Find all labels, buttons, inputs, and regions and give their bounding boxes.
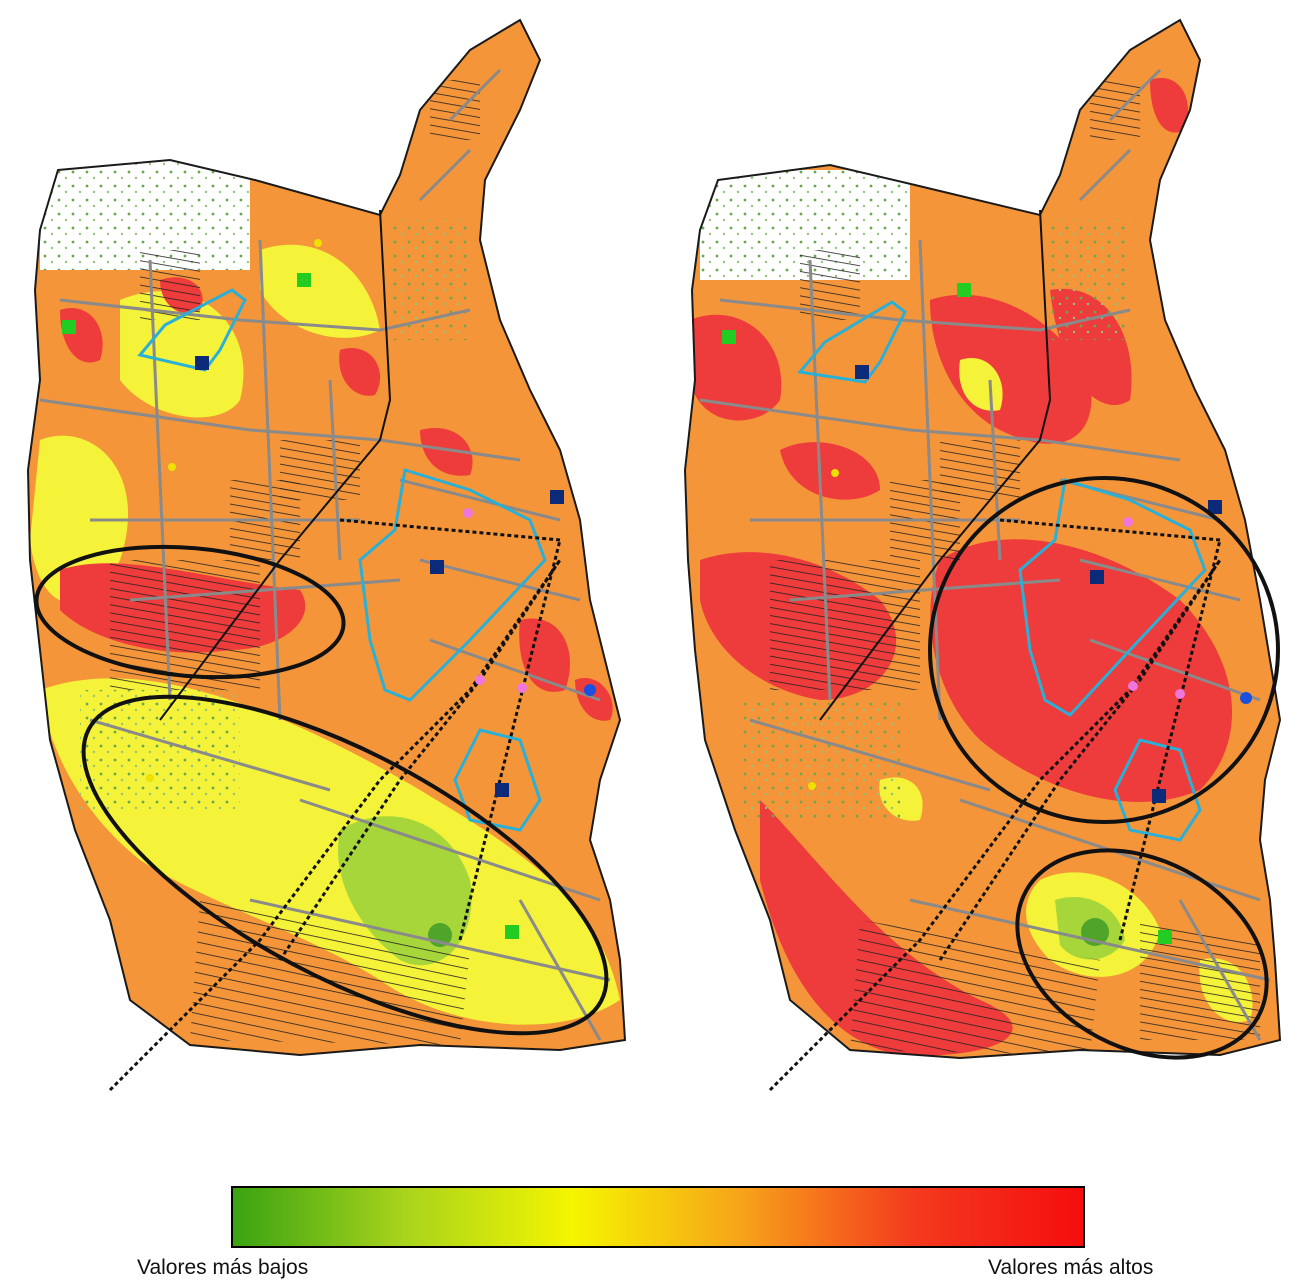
right-map-markers [722, 283, 1252, 944]
left-map [27, 19, 626, 1092]
right-map-heat-layer [690, 68, 1271, 1056]
right-map [684, 19, 1281, 1092]
left-map-heat-layer [30, 68, 620, 1045]
left-map-markers [62, 239, 596, 939]
color-scale-bar [231, 1186, 1085, 1248]
left-map-railways [108, 209, 562, 1092]
legend-low-label: Valores más bajos [137, 1256, 309, 1279]
right-map-railways [768, 209, 1222, 1092]
legend-high-label: Valores más altos [988, 1256, 1154, 1279]
maps-figure [27, 19, 1281, 1092]
